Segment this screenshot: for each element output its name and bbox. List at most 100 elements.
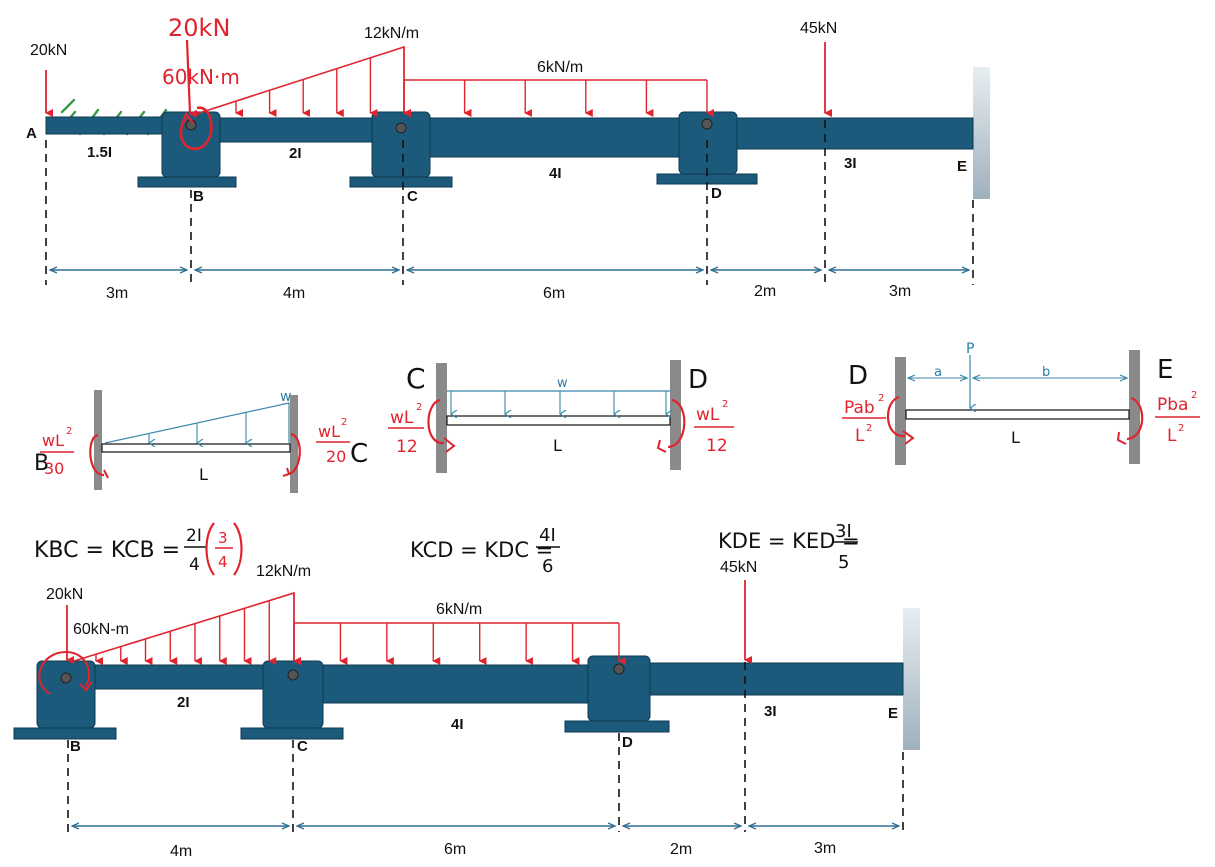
fem-tri-right-den: 20 <box>326 447 346 466</box>
fem-uni-left-wall <box>436 363 447 473</box>
fem-uni-left-num: wL <box>390 408 414 428</box>
moment-b-bottom <box>38 650 91 695</box>
triangular-load-label: 12kN/m <box>364 25 419 42</box>
fem-uni-right-num: wL <box>696 405 720 425</box>
fem-pt-left-num: Pab <box>844 398 875 418</box>
fem-pt-left-label: D <box>848 361 868 391</box>
fem-pt-left-den: L <box>855 426 865 446</box>
fem-pt-left-den-exp: 2 <box>866 423 872 434</box>
fixed-wall-e <box>973 67 990 199</box>
stiffness-de-label: KDE = KED = <box>718 529 860 553</box>
dim-bc-bottom-label: 4m <box>170 843 192 860</box>
node-d-label: D <box>711 185 722 202</box>
fem-tri-left-den: 30 <box>44 459 64 478</box>
fem-tri-load-label: w <box>280 389 291 405</box>
fem-tri-left-num: wL <box>42 431 64 450</box>
dim-ab-label: 3m <box>106 285 128 302</box>
fem-pt-a-label: a <box>934 365 942 380</box>
moment-b-arrowhead <box>180 111 194 126</box>
fem-uni-right-wall <box>670 360 681 470</box>
node-c-label: C <box>407 188 418 205</box>
beam-cd-bottom <box>293 664 621 704</box>
bottom-beam-diagram: 20kN 60kN-m 12kN/m 6kN/m 45kN B C D E 2I… <box>13 559 920 860</box>
inertia-de-bottom-label: 3I <box>764 703 777 720</box>
dim-load-e-bottom-label: 3m <box>814 840 836 857</box>
node-e-label: E <box>957 158 967 175</box>
fem-pt-right-wall <box>1129 350 1140 464</box>
inertia-de-label: 3I <box>844 155 857 172</box>
node-c-bottom-label: C <box>297 738 308 755</box>
dashed-guides-bottom <box>67 662 904 832</box>
dashed-guides <box>45 120 974 285</box>
fem-tri-right-wall <box>290 395 298 493</box>
handwritten-moment-b-label: 60kN·m <box>162 65 240 89</box>
dim-d-load-bottom-label: 2m <box>670 841 692 858</box>
support-c <box>349 111 453 188</box>
fem-uni-left-den: 12 <box>396 437 418 457</box>
node-b-label: B <box>193 188 204 205</box>
dim-load-e-label: 3m <box>889 283 911 300</box>
stiffness-bc-fac-num: 3 <box>218 529 228 547</box>
fem-pt-right-den-exp: 2 <box>1178 423 1184 434</box>
node-e-bottom-label: E <box>888 705 898 722</box>
fem-tri-left-exp: 2 <box>66 426 72 437</box>
fem-pt-right-den: L <box>1167 426 1177 446</box>
stiffness-bc-num: 2I <box>186 526 202 546</box>
beam-cd <box>403 117 709 158</box>
top-beam-diagram: 20kN 20kN 60kN·m 12kN/m 6kN/m 45kN A B C… <box>26 14 990 302</box>
inertia-bc-bottom-label: 2I <box>177 694 190 711</box>
fem-uni-left-label: C <box>406 362 426 395</box>
dim-d-load-label: 2m <box>754 283 776 300</box>
point-load-a-label: 20kN <box>30 42 67 59</box>
support-b <box>137 111 237 188</box>
fem-tri-beam <box>101 443 291 453</box>
fem-uni-span-label: L <box>553 436 562 455</box>
fem-pt-left-wall <box>895 357 906 465</box>
point-load-de-bottom-label: 45kN <box>720 559 757 576</box>
handwritten-load-b-arrow <box>185 39 198 118</box>
uniform-load-bottom <box>293 622 626 665</box>
stiffness-bc-label: KBC = KCB = <box>34 538 180 563</box>
moment-b-bottom-label: 60kN-m <box>73 621 129 638</box>
fem-uni-right-exp: 2 <box>722 399 728 410</box>
dim-cd-bottom-label: 6m <box>444 841 466 858</box>
inertia-cd-bottom-label: 4I <box>451 716 464 733</box>
inertia-ab-label: 1.5I <box>87 144 112 161</box>
fem-pt-load-label: P <box>966 341 974 357</box>
fem-uni-left-exp: 2 <box>416 402 422 413</box>
stiffness-bc-den: 4 <box>189 555 200 575</box>
stiffness-de-num: 3I <box>835 521 852 542</box>
fem-tri-right-label: C <box>350 439 368 469</box>
stiffness-cd-den: 6 <box>542 556 553 577</box>
stiffness-cd-num: 4I <box>539 525 556 546</box>
fem-tri-left-wall <box>94 390 102 490</box>
fem-tri-right-exp: 2 <box>341 417 347 428</box>
fem-pt-right-num: Pba <box>1157 395 1188 415</box>
fem-pt-right-exp: 2 <box>1191 390 1197 401</box>
fem-uni-beam <box>446 415 671 426</box>
stiffness-bc-fac-den: 4 <box>218 553 228 571</box>
fem-tri-right-num: wL <box>318 422 340 441</box>
fem-case-point: D E P a b L Pab 2 L 2 Pba 2 L 2 <box>842 341 1200 465</box>
fem-pt-right-label: E <box>1157 355 1173 385</box>
handwritten-load-b-label: 20kN <box>168 14 230 42</box>
fixed-wall-e-bottom <box>903 608 920 750</box>
beam-bc-bottom <box>69 664 295 690</box>
stiffness-equations: KBC = KCB = 2I 4 3 4 KCD = KDC = 4I 6 KD… <box>34 521 860 577</box>
point-load-de-label: 45kN <box>800 20 837 37</box>
dim-bc-label: 4m <box>283 285 305 302</box>
node-d-bottom-label: D <box>622 734 633 751</box>
fem-tri-left-label: B <box>34 451 49 476</box>
inertia-bc-label: 2I <box>289 145 302 162</box>
uniform-load-top <box>403 79 714 117</box>
point-load-b-bottom-label: 20kN <box>46 586 83 603</box>
handwritten-moment-b <box>179 106 213 151</box>
node-b-bottom-label: B <box>70 738 81 755</box>
dim-cd-label: 6m <box>543 285 565 302</box>
triangular-load-bottom-label: 12kN/m <box>256 563 311 580</box>
fem-tri-span-label: L <box>199 465 208 484</box>
fem-pt-left-exp: 2 <box>878 393 884 404</box>
beam-de-bottom <box>619 662 904 696</box>
